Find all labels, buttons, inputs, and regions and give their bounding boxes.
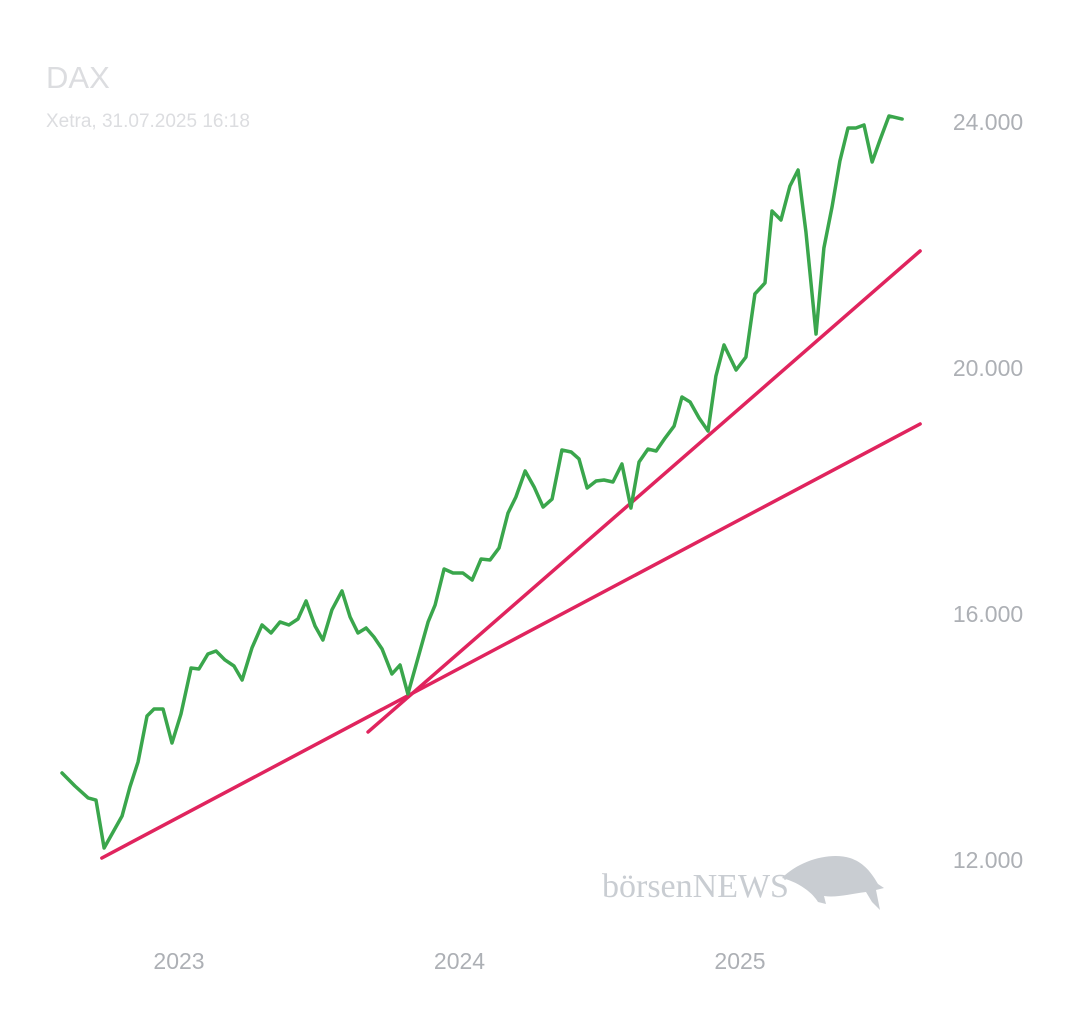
trend-line [100, 422, 922, 860]
y-tick-label: 20.000 [953, 355, 1023, 381]
y-tick-label: 16.000 [953, 601, 1023, 627]
chart-title: DAX [46, 60, 110, 95]
watermark-bull [782, 856, 884, 910]
watermark: börsenNEWS [602, 868, 789, 905]
price-line [60, 114, 904, 850]
y-tick-label: 24.000 [953, 109, 1023, 135]
x-tick-label: 2023 [153, 948, 204, 974]
x-tick-label: 2024 [434, 948, 485, 974]
chart-subtitle: Xetra, 31.07.2025 16:18 [46, 111, 250, 132]
y-tick-label: 12.000 [953, 847, 1023, 873]
x-tick-label: 2025 [714, 948, 765, 974]
trend-line [366, 249, 922, 734]
